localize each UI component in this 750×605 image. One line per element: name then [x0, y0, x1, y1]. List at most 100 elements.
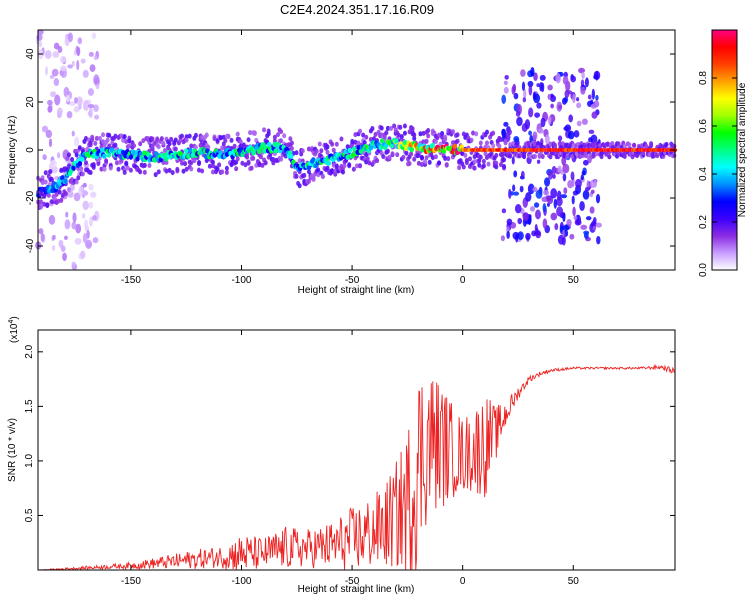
spectrogram-cell — [76, 60, 80, 71]
spectrogram-cell — [68, 101, 76, 106]
spectrogram-cell — [150, 136, 155, 142]
spectrogram-cell — [91, 32, 97, 40]
spectrogram-cell — [561, 230, 565, 238]
spectrogram-cell — [238, 139, 243, 145]
spectrogram-cell — [88, 201, 94, 209]
spectrogram-cell — [508, 188, 512, 199]
colorbar-tick-label: 0.2 — [698, 215, 709, 229]
spectrogram-cell — [358, 163, 363, 169]
spectrogram-cell — [104, 158, 109, 164]
spectrogram-cell — [592, 217, 597, 225]
spectrogram-cell — [528, 154, 533, 160]
spectrogram-cell — [567, 130, 575, 140]
spectrogram-cell — [347, 162, 352, 168]
spectrogram-cell — [512, 184, 516, 192]
spectrogram-cell — [251, 155, 256, 161]
spectrogram-cell — [553, 198, 557, 209]
spectrogram-cell — [220, 145, 225, 151]
spectrogram-cell — [79, 166, 84, 172]
spectrogram-cell — [368, 145, 374, 151]
spectrogram-cell — [184, 166, 189, 172]
spectrogram-cell — [522, 97, 527, 103]
spectrogram-cell — [330, 169, 335, 175]
spectrogram-cell — [83, 136, 88, 142]
spectrogram-cell — [402, 139, 408, 145]
y-tick-label: 40 — [25, 48, 36, 60]
spectrogram-cell — [333, 168, 338, 174]
spectrogram-cell — [358, 148, 364, 154]
spectrogram-cell — [418, 131, 423, 137]
spectrogram-cell — [532, 153, 537, 159]
spectrogram-cell — [181, 168, 186, 174]
spectrogram-cell — [547, 115, 552, 125]
spectrogram-cell — [156, 169, 161, 175]
spectrogram-cell — [385, 125, 390, 131]
spectrogram-cell — [93, 140, 98, 146]
spectrogram-cell — [498, 162, 503, 168]
spectrogram-cell — [39, 204, 44, 210]
spectrogram-cell — [91, 163, 96, 169]
x-tick-label: -150 — [121, 275, 141, 286]
spectrogram-cell — [56, 152, 61, 159]
spectrogram-cell — [542, 218, 548, 229]
spectrogram-cell — [539, 82, 543, 92]
spectrogram-panel: -150 -100 -50 0 50 -40 -20 0 20 40 Height of str… — [7, 29, 678, 296]
x-tick-label: 0 — [460, 576, 466, 587]
spectrogram-cell — [248, 130, 253, 136]
spectrogram-cell — [579, 200, 585, 211]
spectrogram-cell — [334, 141, 339, 147]
spectrogram-cell — [240, 160, 245, 166]
spectrogram-cell — [351, 166, 356, 172]
spectrogram-cell — [234, 166, 239, 172]
spectrogram-cell — [571, 195, 575, 205]
spectrogram-cell — [42, 201, 47, 207]
spectrogram-cell — [63, 191, 68, 197]
spectrogram-cell — [433, 154, 438, 160]
spectrogram-cell — [235, 156, 240, 162]
spectrogram-cell — [60, 245, 66, 252]
spectrogram-cell — [535, 230, 542, 239]
spectrogram-cell — [319, 148, 324, 154]
y-tick-label: 1.5 — [24, 399, 35, 413]
spectrogram-cell — [76, 175, 81, 181]
spectrogram-cell — [249, 165, 254, 171]
spectrogram-cell — [571, 143, 576, 149]
spectrogram-x-label: Height of straight line (km) — [298, 285, 415, 296]
spectrogram-cell — [472, 159, 477, 165]
spectrogram-cell — [294, 173, 299, 179]
spectrogram-cell — [402, 130, 407, 136]
spectrogram-cell — [570, 154, 575, 160]
spectrogram-cell — [273, 148, 278, 154]
spectrogram-cell — [89, 216, 93, 227]
y-tick-label: 2.0 — [24, 344, 35, 358]
spectrogram-cell — [311, 157, 316, 163]
svg-text:(x104): (x104) — [8, 316, 20, 343]
snr-panel: -150 -100 -50 0 50 0.5 1.0 1.5 2.0 Height of st… — [7, 316, 676, 595]
spectrogram-cell — [607, 154, 612, 160]
spectrogram-cell — [494, 164, 499, 170]
spectrogram-cell — [52, 51, 60, 58]
spectrogram-cell — [49, 199, 54, 205]
spectrogram-cell — [536, 159, 541, 164]
spectrogram-cell — [514, 204, 522, 214]
spectrogram-cell — [580, 86, 586, 95]
spectrogram-cell — [70, 156, 75, 162]
spectrogram-cell — [356, 140, 361, 146]
spectrogram-cell — [635, 153, 640, 159]
spectrogram-cell — [47, 105, 53, 113]
spectrogram-cell — [641, 150, 646, 156]
spectrogram-cell — [189, 160, 194, 166]
spectrogram-cell — [197, 167, 202, 173]
spectrogram-cell — [77, 37, 83, 45]
spectrogram-cell — [536, 83, 541, 88]
spectrogram-cell — [74, 97, 78, 104]
spectrogram-cell — [65, 94, 70, 103]
spectrogram-cell — [672, 143, 677, 149]
spectrogram-cell — [229, 137, 234, 143]
spectrogram-cell — [379, 138, 385, 144]
spectrogram-cell — [464, 157, 469, 163]
colorbar-label: Normalized spectral amplitude — [737, 82, 748, 217]
spectrogram-cell — [316, 167, 321, 173]
spectrogram-cell — [622, 143, 627, 149]
